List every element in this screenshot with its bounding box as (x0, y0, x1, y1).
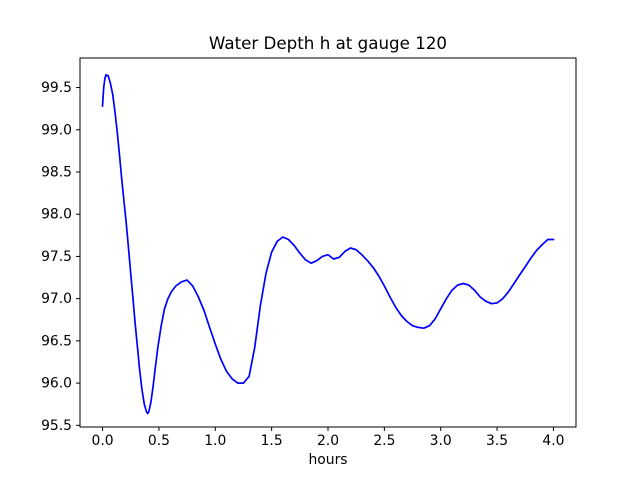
y-tick-label: 99.5 (41, 80, 72, 96)
y-tick-label: 97.0 (41, 291, 72, 307)
y-tick-label: 96.0 (41, 376, 72, 392)
x-tick-label: 0.0 (91, 433, 113, 449)
x-tick-label: 1.0 (204, 433, 226, 449)
y-tick-label: 98.0 (41, 207, 72, 223)
x-tick-label: 3.5 (486, 433, 508, 449)
y-tick-label: 95.5 (41, 418, 72, 434)
y-tick-label: 99.0 (41, 122, 72, 138)
x-axis-label: hours (308, 452, 348, 468)
y-tick-label: 98.5 (41, 164, 72, 180)
x-tick-label: 0.5 (148, 433, 170, 449)
x-tick-label: 2.5 (373, 433, 395, 449)
x-tick-label: 2.0 (317, 433, 339, 449)
data-line-water-depth (101, 74, 555, 415)
y-tick-label: 97.5 (41, 249, 72, 265)
x-tick-label: 4.0 (542, 433, 564, 449)
axes-frame (79, 57, 577, 428)
y-tick-label: 96.5 (41, 333, 72, 349)
x-tick-label: 1.5 (261, 433, 283, 449)
x-tick-label: 3.0 (430, 433, 452, 449)
chart-title: Water Depth h at gauge 120 (208, 33, 448, 53)
